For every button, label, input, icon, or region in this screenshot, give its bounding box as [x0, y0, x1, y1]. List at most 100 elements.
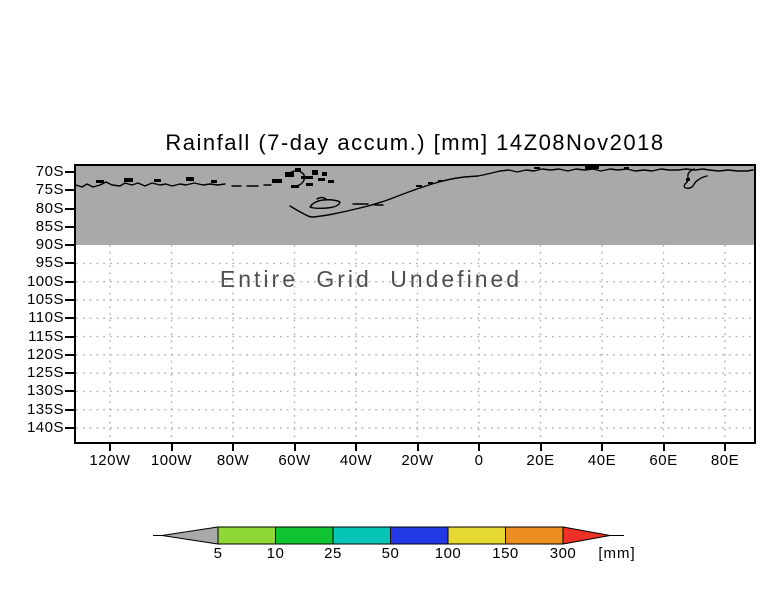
x-axis-label: 20W — [401, 452, 434, 469]
x-axis-tick — [478, 443, 480, 451]
coastline-island — [285, 172, 294, 177]
x-axis-label: 60E — [649, 452, 678, 469]
colorbar-segment — [390, 526, 449, 545]
coastline-island — [686, 178, 690, 181]
x-axis-label: 60W — [278, 452, 311, 469]
y-axis-label: 95S — [35, 254, 64, 272]
x-axis-label: 40W — [339, 452, 373, 469]
y-axis-tick — [65, 335, 74, 338]
y-axis-tick — [65, 244, 74, 247]
x-axis-label: 80E — [710, 452, 740, 469]
y-axis-label: 135S — [26, 400, 64, 418]
colorbar-segment — [332, 526, 391, 545]
x-axis-tick — [293, 443, 296, 451]
colorbar-level-label: 300 — [549, 545, 577, 562]
x-axis-tick — [232, 443, 234, 451]
y-axis-tick — [65, 353, 74, 356]
colorbar-level-label: 10 — [266, 545, 285, 562]
undefined-message: Entire Grid Undefined — [219, 266, 523, 292]
y-axis-label: 75S — [35, 181, 64, 199]
undefined-region — [76, 166, 754, 245]
x-axis-tick — [170, 443, 173, 451]
coastline-path — [76, 181, 226, 188]
y-axis-tick — [65, 426, 74, 429]
y-axis-tick — [65, 280, 74, 283]
y-axis-label: 105S — [26, 290, 64, 308]
coastline-island — [295, 168, 301, 172]
y-axis-tick — [65, 317, 74, 320]
y-axis-tick — [65, 408, 74, 411]
coastline-path — [683, 168, 708, 189]
coastline-island — [438, 180, 442, 182]
coastline-path — [316, 196, 327, 200]
coastline-island — [291, 185, 299, 188]
y-axis-label: 125S — [26, 364, 64, 382]
x-axis-tick — [662, 443, 665, 451]
x-axis-tick — [601, 443, 603, 451]
colorbar-level-label: 50 — [381, 545, 400, 562]
colorbar-legend: 5 10 25 50 100 150 300 [mm] — [150, 520, 650, 564]
coastline-island — [328, 180, 334, 183]
chart-title: Rainfall (7-day accum.) [mm] 14Z08Nov201… — [165, 130, 665, 155]
colorbar-segment — [447, 526, 506, 545]
x-axis-label: 20E — [526, 452, 555, 469]
coastline-island — [624, 167, 629, 169]
coastline-island — [211, 180, 217, 183]
y-axis-label: 85S — [35, 217, 64, 235]
colorbar-below-arrow — [161, 526, 219, 545]
x-axis-label: 120W — [89, 452, 131, 469]
coastline-island — [124, 178, 133, 182]
colorbar-level-label: 5 — [213, 545, 223, 562]
y-axis-label: 120S — [26, 345, 64, 363]
coastline-island — [96, 180, 104, 183]
y-axis-label: 70S — [35, 163, 64, 180]
coastline — [76, 166, 754, 218]
coastline-island — [312, 170, 318, 175]
coastline-island — [318, 178, 325, 181]
colorbar-level-label: 150 — [492, 545, 519, 562]
y-axis-label: 110S — [28, 309, 64, 327]
y-axis-tick — [65, 390, 74, 393]
y-axis-label: 100S — [26, 272, 64, 290]
x-axis-tick — [724, 443, 726, 451]
coastline-island — [534, 167, 540, 169]
y-axis-tick — [65, 207, 74, 210]
y-axis-label: 80S — [35, 199, 64, 217]
coastline-path — [231, 184, 272, 187]
coastline-island — [428, 182, 433, 184]
y-axis-label: 115S — [28, 327, 64, 345]
y-axis-tick — [65, 262, 74, 265]
coastline-island — [154, 179, 161, 182]
colorbar-above-arrow — [562, 526, 611, 545]
y-axis-tick — [65, 372, 74, 375]
plot-area — [74, 164, 756, 444]
x-axis-label: 100W — [150, 452, 193, 469]
map-plot — [76, 166, 754, 440]
x-axis-label: 0 — [474, 452, 484, 469]
coastline-island — [306, 183, 313, 186]
coastline-path — [287, 170, 306, 187]
y-axis-tick — [65, 298, 74, 301]
coastline-island — [585, 166, 599, 169]
coastline-island — [186, 177, 194, 181]
y-axis-label: 90S — [35, 236, 64, 254]
y-axis-label: 130S — [26, 382, 64, 400]
x-axis-tick — [109, 443, 111, 451]
colorbar-unit-label: [mm] — [598, 545, 636, 562]
y-axis-label: 140S — [26, 418, 64, 436]
coastline-path — [309, 199, 341, 210]
coastline-island — [301, 176, 313, 179]
y-axis-tick — [65, 171, 74, 173]
coastline-island — [322, 172, 327, 176]
colorbar-graphic — [153, 526, 624, 545]
colorbar-level-label: 25 — [324, 545, 342, 562]
coastline-island — [272, 179, 282, 183]
colorbar-segment — [217, 526, 276, 545]
colorbar-level-label: 100 — [434, 545, 462, 562]
x-axis-label: 80W — [216, 452, 250, 469]
x-axis-label: 40E — [587, 452, 617, 469]
y-axis-tick — [65, 189, 74, 192]
colorbar-segment — [505, 526, 564, 545]
x-axis-tick — [416, 443, 419, 451]
